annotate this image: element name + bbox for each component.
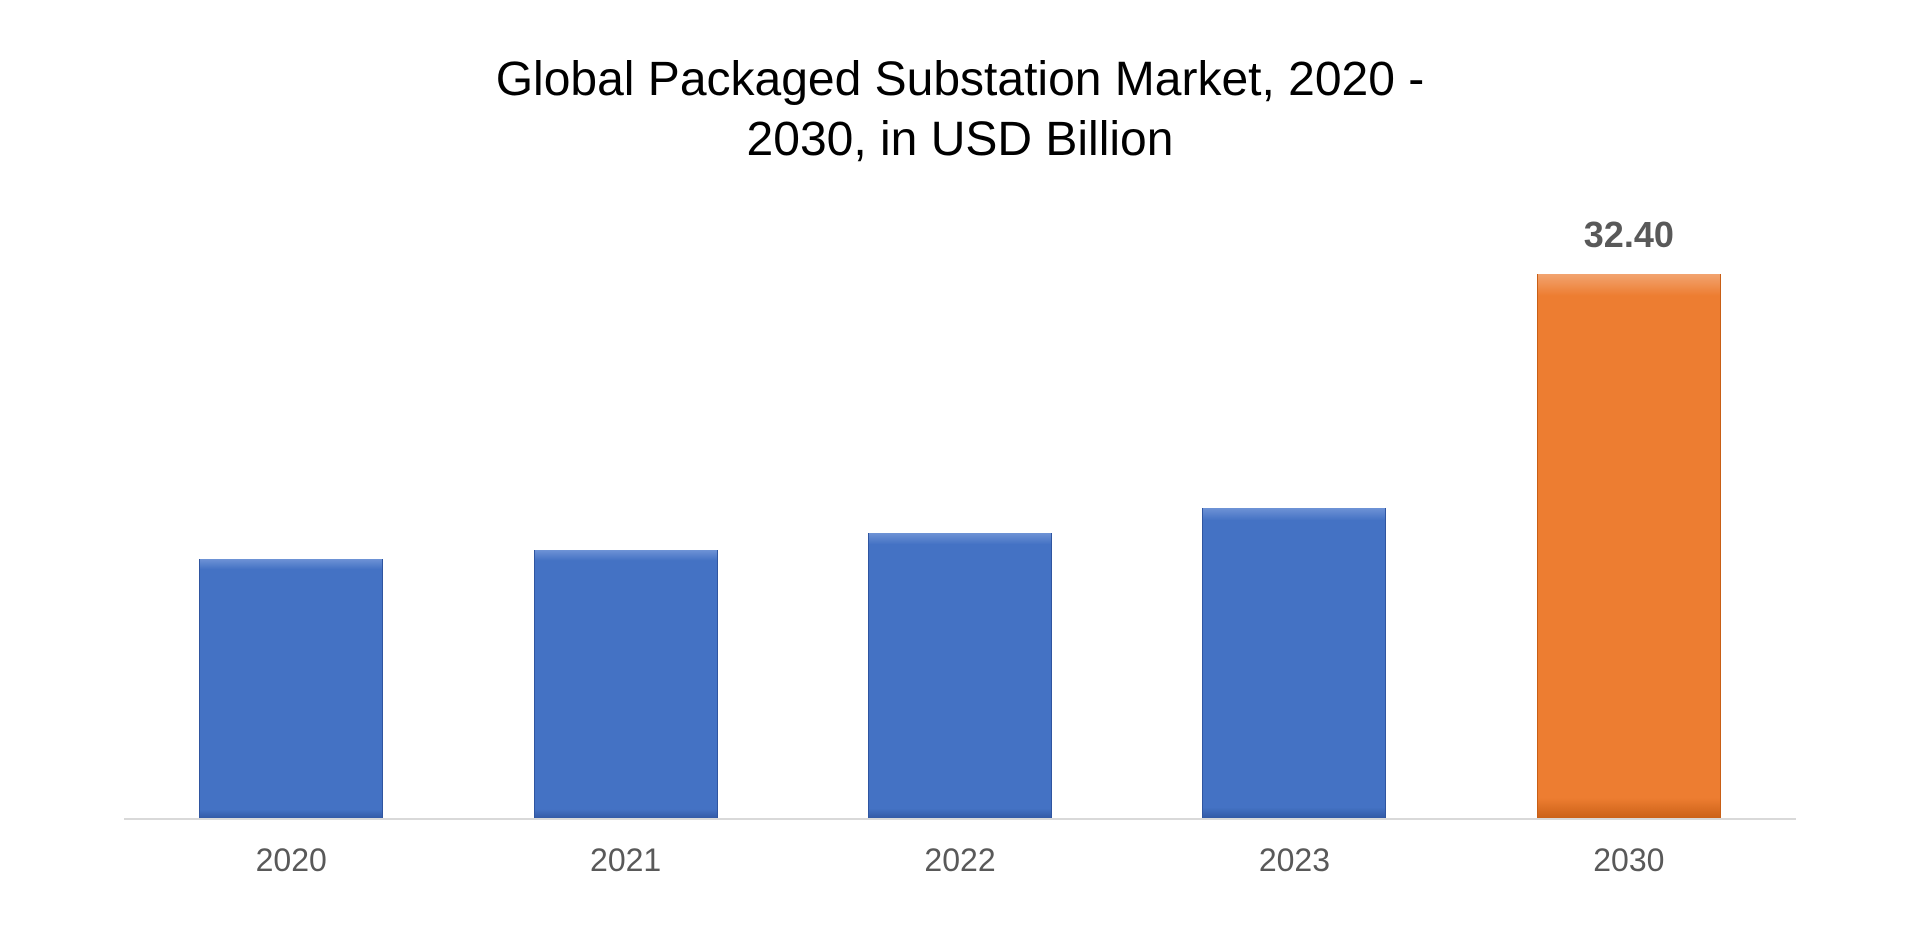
plot-area: 32.40 (124, 230, 1796, 820)
x-axis-label: 2020 (124, 842, 458, 879)
bar-slot (124, 230, 458, 820)
chart-title-line2: 2030, in USD Billion (747, 113, 1174, 166)
bar (1537, 274, 1721, 820)
bar (534, 550, 718, 820)
bars-group: 32.40 (124, 230, 1796, 820)
x-axis-label: 2021 (458, 842, 792, 879)
chart-title-line1: Global Packaged Substation Market, 2020 … (496, 53, 1425, 106)
x-axis-label: 2023 (1127, 842, 1461, 879)
bar (1202, 508, 1386, 820)
bar-slot (458, 230, 792, 820)
bar-slot (1127, 230, 1461, 820)
x-axis-label: 2030 (1462, 842, 1796, 879)
bar (868, 533, 1052, 820)
chart-title: Global Packaged Substation Market, 2020 … (0, 50, 1920, 170)
bar-chart: Global Packaged Substation Market, 2020 … (0, 0, 1920, 943)
bar (199, 559, 383, 820)
bar-value-label: 32.40 (1462, 214, 1796, 256)
bar-slot (793, 230, 1127, 820)
x-axis-labels: 20202021202220232030 (124, 842, 1796, 879)
bar-slot: 32.40 (1462, 230, 1796, 820)
x-axis-label: 2022 (793, 842, 1127, 879)
x-axis-line (124, 818, 1796, 820)
